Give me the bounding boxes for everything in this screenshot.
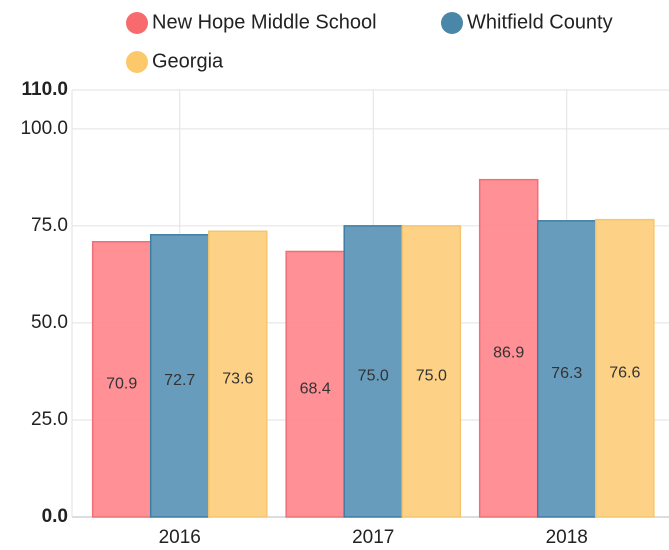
legend-marker [126,51,148,73]
bar [149,234,210,518]
data-label: 68.4 [300,380,331,397]
data-label: 72.7 [164,372,195,389]
y-tick-label: 110.0 [22,79,69,100]
legend-label: Whitfield County [467,11,613,33]
data-label: 76.3 [551,365,582,382]
bar [401,225,462,518]
x-tick-label: 2016 [159,527,201,548]
data-label: 75.0 [416,368,447,385]
bar [478,178,539,518]
y-tick-label: 100.0 [20,118,68,139]
bar [343,225,404,518]
legend-marker [126,12,148,34]
x-tick-label: 2017 [352,527,394,548]
x-tick-label: 2018 [546,527,588,548]
data-label: 70.9 [106,376,137,393]
data-label: 86.9 [493,345,524,362]
bar [285,250,345,518]
data-label: 75.0 [358,368,389,385]
y-tick-label: 75.0 [31,215,68,236]
legend-marker [441,12,463,34]
data-label: 73.6 [222,370,253,387]
data-label: 76.6 [609,365,640,382]
bar [536,220,597,518]
y-tick-label: 0.0 [42,506,68,527]
y-tick-label: 50.0 [31,312,68,333]
legend-label: New Hope Middle School [152,11,377,33]
legend-label: Georgia [152,50,224,72]
bar [208,230,268,518]
bar [595,218,655,518]
y-tick-label: 25.0 [31,409,68,430]
